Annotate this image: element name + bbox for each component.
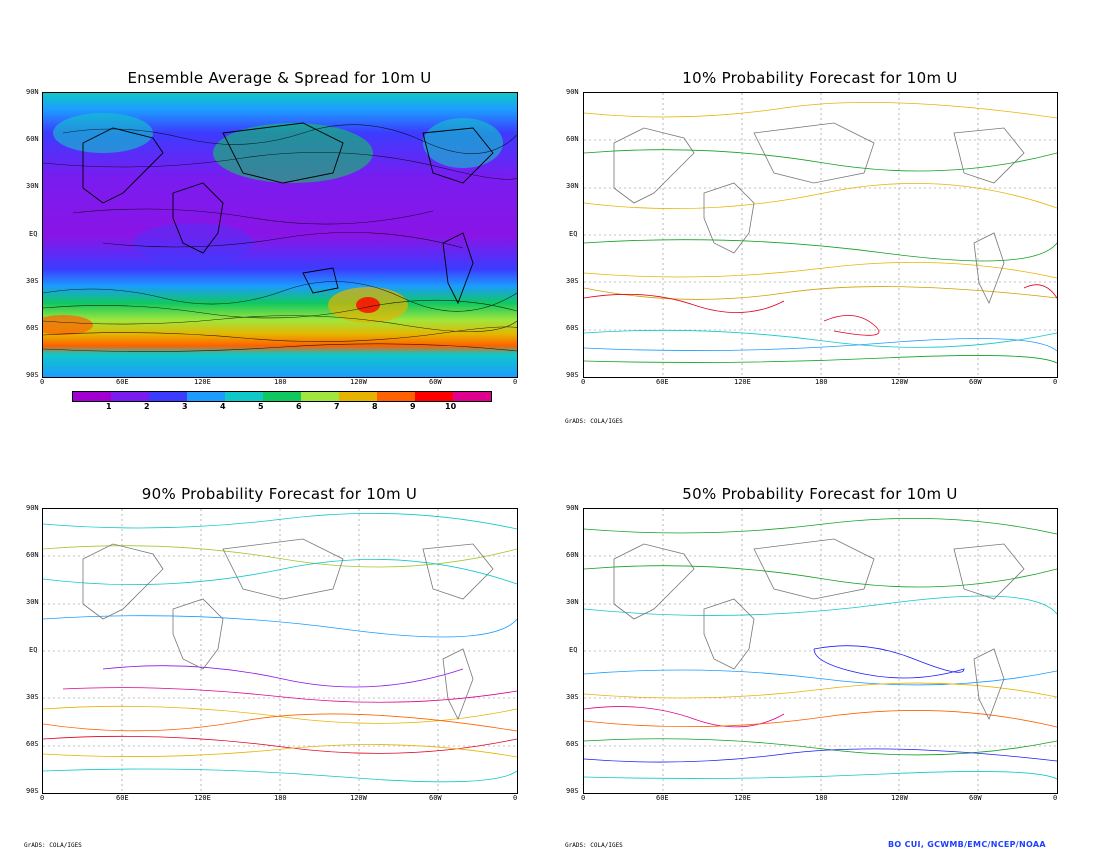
lon-label-180-p1: 180 (274, 378, 287, 386)
lat-label-30s-p4: 30S (566, 693, 579, 701)
lon-label-0-p3: 0 (40, 794, 45, 802)
colorbar-label-8: 8 (372, 402, 378, 411)
map-90pct-forecast (42, 508, 518, 794)
colorbar-swatch (73, 392, 111, 401)
lat-label-90s-p4: 90S (566, 787, 579, 795)
colorbar-label-1: 1 (106, 402, 112, 411)
lat-label-eq-p2: EQ (569, 230, 578, 238)
panel-title-p50: 50% Probability Forecast for 10m U (682, 485, 958, 503)
lon-label-60w-p4: 60W (969, 794, 982, 802)
credit-author: BO CUI, GCWMB/EMC/NCEP/NOAA (888, 840, 1046, 849)
lat-label-60n-p4: 60N (566, 551, 579, 559)
lat-label-30n-p2: 30N (566, 182, 579, 190)
colorbar-label-6: 6 (296, 402, 302, 411)
lon-label-0-end-p4: 0 (1053, 794, 1058, 802)
colorbar-label-10: 10 (445, 402, 457, 411)
colorbar-label-3: 3 (182, 402, 188, 411)
panel-title-avg: Ensemble Average & Spread for 10m U (127, 69, 432, 87)
lon-label-120w-p4: 120W (891, 794, 908, 802)
panel-title-p90: 90% Probability Forecast for 10m U (141, 485, 418, 503)
panel-title-p10: 10% Probability Forecast for 10m U (682, 69, 958, 87)
lat-label-30s-p2: 30S (566, 277, 579, 285)
lon-label-0-p4: 0 (581, 794, 586, 802)
credit-grads-p3: GrADS: COLA/IGES (24, 842, 82, 849)
lon-label-0-p1: 0 (40, 378, 45, 386)
colorbar-swatch (225, 392, 263, 401)
lat-label-60n-p1: 60N (26, 135, 39, 143)
lat-label-eq-p4: EQ (569, 646, 578, 654)
colorbar-swatch (301, 392, 339, 401)
map-50pct-forecast (583, 508, 1058, 794)
colorbar-swatch (111, 392, 149, 401)
lat-label-30n-p1: 30N (26, 182, 39, 190)
lat-label-eq-p1: EQ (29, 230, 38, 238)
lat-label-60s-p3: 60S (26, 740, 39, 748)
colorbar-label-7: 7 (334, 402, 340, 411)
lat-label-90s-p1: 90S (26, 371, 39, 379)
lat-label-60n-p3: 60N (26, 551, 39, 559)
lon-label-120w-p1: 120W (350, 378, 367, 386)
lon-label-60e-p2: 60E (656, 378, 669, 386)
credit-grads-p2: GrADS: COLA/IGES (565, 418, 623, 425)
colorbar-label-5: 5 (258, 402, 264, 411)
lat-label-60s-p4: 60S (566, 740, 579, 748)
lon-label-0-end-p3: 0 (513, 794, 518, 802)
credit-grads-p4: GrADS: COLA/IGES (565, 842, 623, 849)
lon-label-60w-p1: 60W (429, 378, 442, 386)
lon-label-120e-p2: 120E (734, 378, 751, 386)
lat-label-90n-p4: 90N (566, 504, 579, 512)
shaded-field (43, 93, 517, 377)
colorbar (72, 391, 492, 402)
lon-label-180-p2: 180 (815, 378, 828, 386)
map-ensemble-average (42, 92, 518, 378)
colorbar-label-4: 4 (220, 402, 226, 411)
contour-field (584, 509, 1057, 793)
lat-label-90s-p2: 90S (566, 371, 579, 379)
colorbar-swatch (339, 392, 377, 401)
lon-label-60w-p3: 60W (429, 794, 442, 802)
lat-label-90n-p1: 90N (26, 88, 39, 96)
colorbar-label-2: 2 (144, 402, 150, 411)
map-10pct-forecast (583, 92, 1058, 378)
lon-label-120e-p3: 120E (194, 794, 211, 802)
lat-label-60s-p2: 60S (566, 324, 579, 332)
lon-label-120e-p4: 120E (734, 794, 751, 802)
colorbar-swatch (415, 392, 453, 401)
lon-label-0-p2: 0 (581, 378, 586, 386)
colorbar-swatch (149, 392, 187, 401)
lat-label-30n-p3: 30N (26, 598, 39, 606)
lat-label-30n-p4: 30N (566, 598, 579, 606)
colorbar-label-9: 9 (410, 402, 416, 411)
lat-label-60n-p2: 60N (566, 135, 579, 143)
lat-label-90n-p3: 90N (26, 504, 39, 512)
lat-label-30s-p1: 30S (26, 277, 39, 285)
lon-label-60w-p2: 60W (969, 378, 982, 386)
lon-label-0-end-p1: 0 (513, 378, 518, 386)
lon-label-60e-p4: 60E (656, 794, 669, 802)
colorbar-swatch (187, 392, 225, 401)
lon-label-120w-p2: 120W (891, 378, 908, 386)
lat-label-30s-p3: 30S (26, 693, 39, 701)
lat-label-eq-p3: EQ (29, 646, 38, 654)
lon-label-120e-p1: 120E (194, 378, 211, 386)
lon-label-60e-p3: 60E (116, 794, 129, 802)
lat-label-90n-p2: 90N (566, 88, 579, 96)
colorbar-swatch (453, 392, 491, 401)
lat-label-60s-p1: 60S (26, 324, 39, 332)
lon-label-120w-p3: 120W (350, 794, 367, 802)
lon-label-180-p3: 180 (274, 794, 287, 802)
lon-label-180-p4: 180 (815, 794, 828, 802)
colorbar-swatch (263, 392, 301, 401)
lon-label-0-end-p2: 0 (1053, 378, 1058, 386)
contour-field (584, 93, 1057, 377)
lon-label-60e-p1: 60E (116, 378, 129, 386)
colorbar-swatch (377, 392, 415, 401)
contour-field (43, 509, 517, 793)
lat-label-90s-p3: 90S (26, 787, 39, 795)
